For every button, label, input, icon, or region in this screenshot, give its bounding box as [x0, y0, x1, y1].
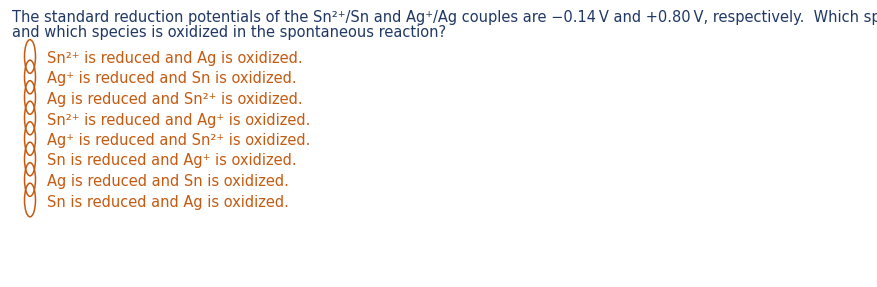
Text: Ag is reduced and Sn is oxidized.: Ag is reduced and Sn is oxidized. — [47, 174, 289, 189]
Text: Ag⁺ is reduced and Sn²⁺ is oxidized.: Ag⁺ is reduced and Sn²⁺ is oxidized. — [47, 133, 310, 148]
Text: Ag is reduced and Sn²⁺ is oxidized.: Ag is reduced and Sn²⁺ is oxidized. — [47, 92, 303, 107]
Text: Ag⁺ is reduced and Sn is oxidized.: Ag⁺ is reduced and Sn is oxidized. — [47, 71, 296, 86]
Text: Sn²⁺ is reduced and Ag⁺ is oxidized.: Sn²⁺ is reduced and Ag⁺ is oxidized. — [47, 113, 310, 127]
Text: Sn is reduced and Ag is oxidized.: Sn is reduced and Ag is oxidized. — [47, 195, 289, 210]
Text: Sn²⁺ is reduced and Ag is oxidized.: Sn²⁺ is reduced and Ag is oxidized. — [47, 51, 303, 66]
Text: and which species is oxidized in the spontaneous reaction?: and which species is oxidized in the spo… — [12, 26, 446, 40]
Text: Sn is reduced and Ag⁺ is oxidized.: Sn is reduced and Ag⁺ is oxidized. — [47, 154, 296, 168]
Text: The standard reduction potentials of the Sn²⁺/Sn and Ag⁺/Ag couples are −0.14 V : The standard reduction potentials of the… — [12, 10, 877, 25]
